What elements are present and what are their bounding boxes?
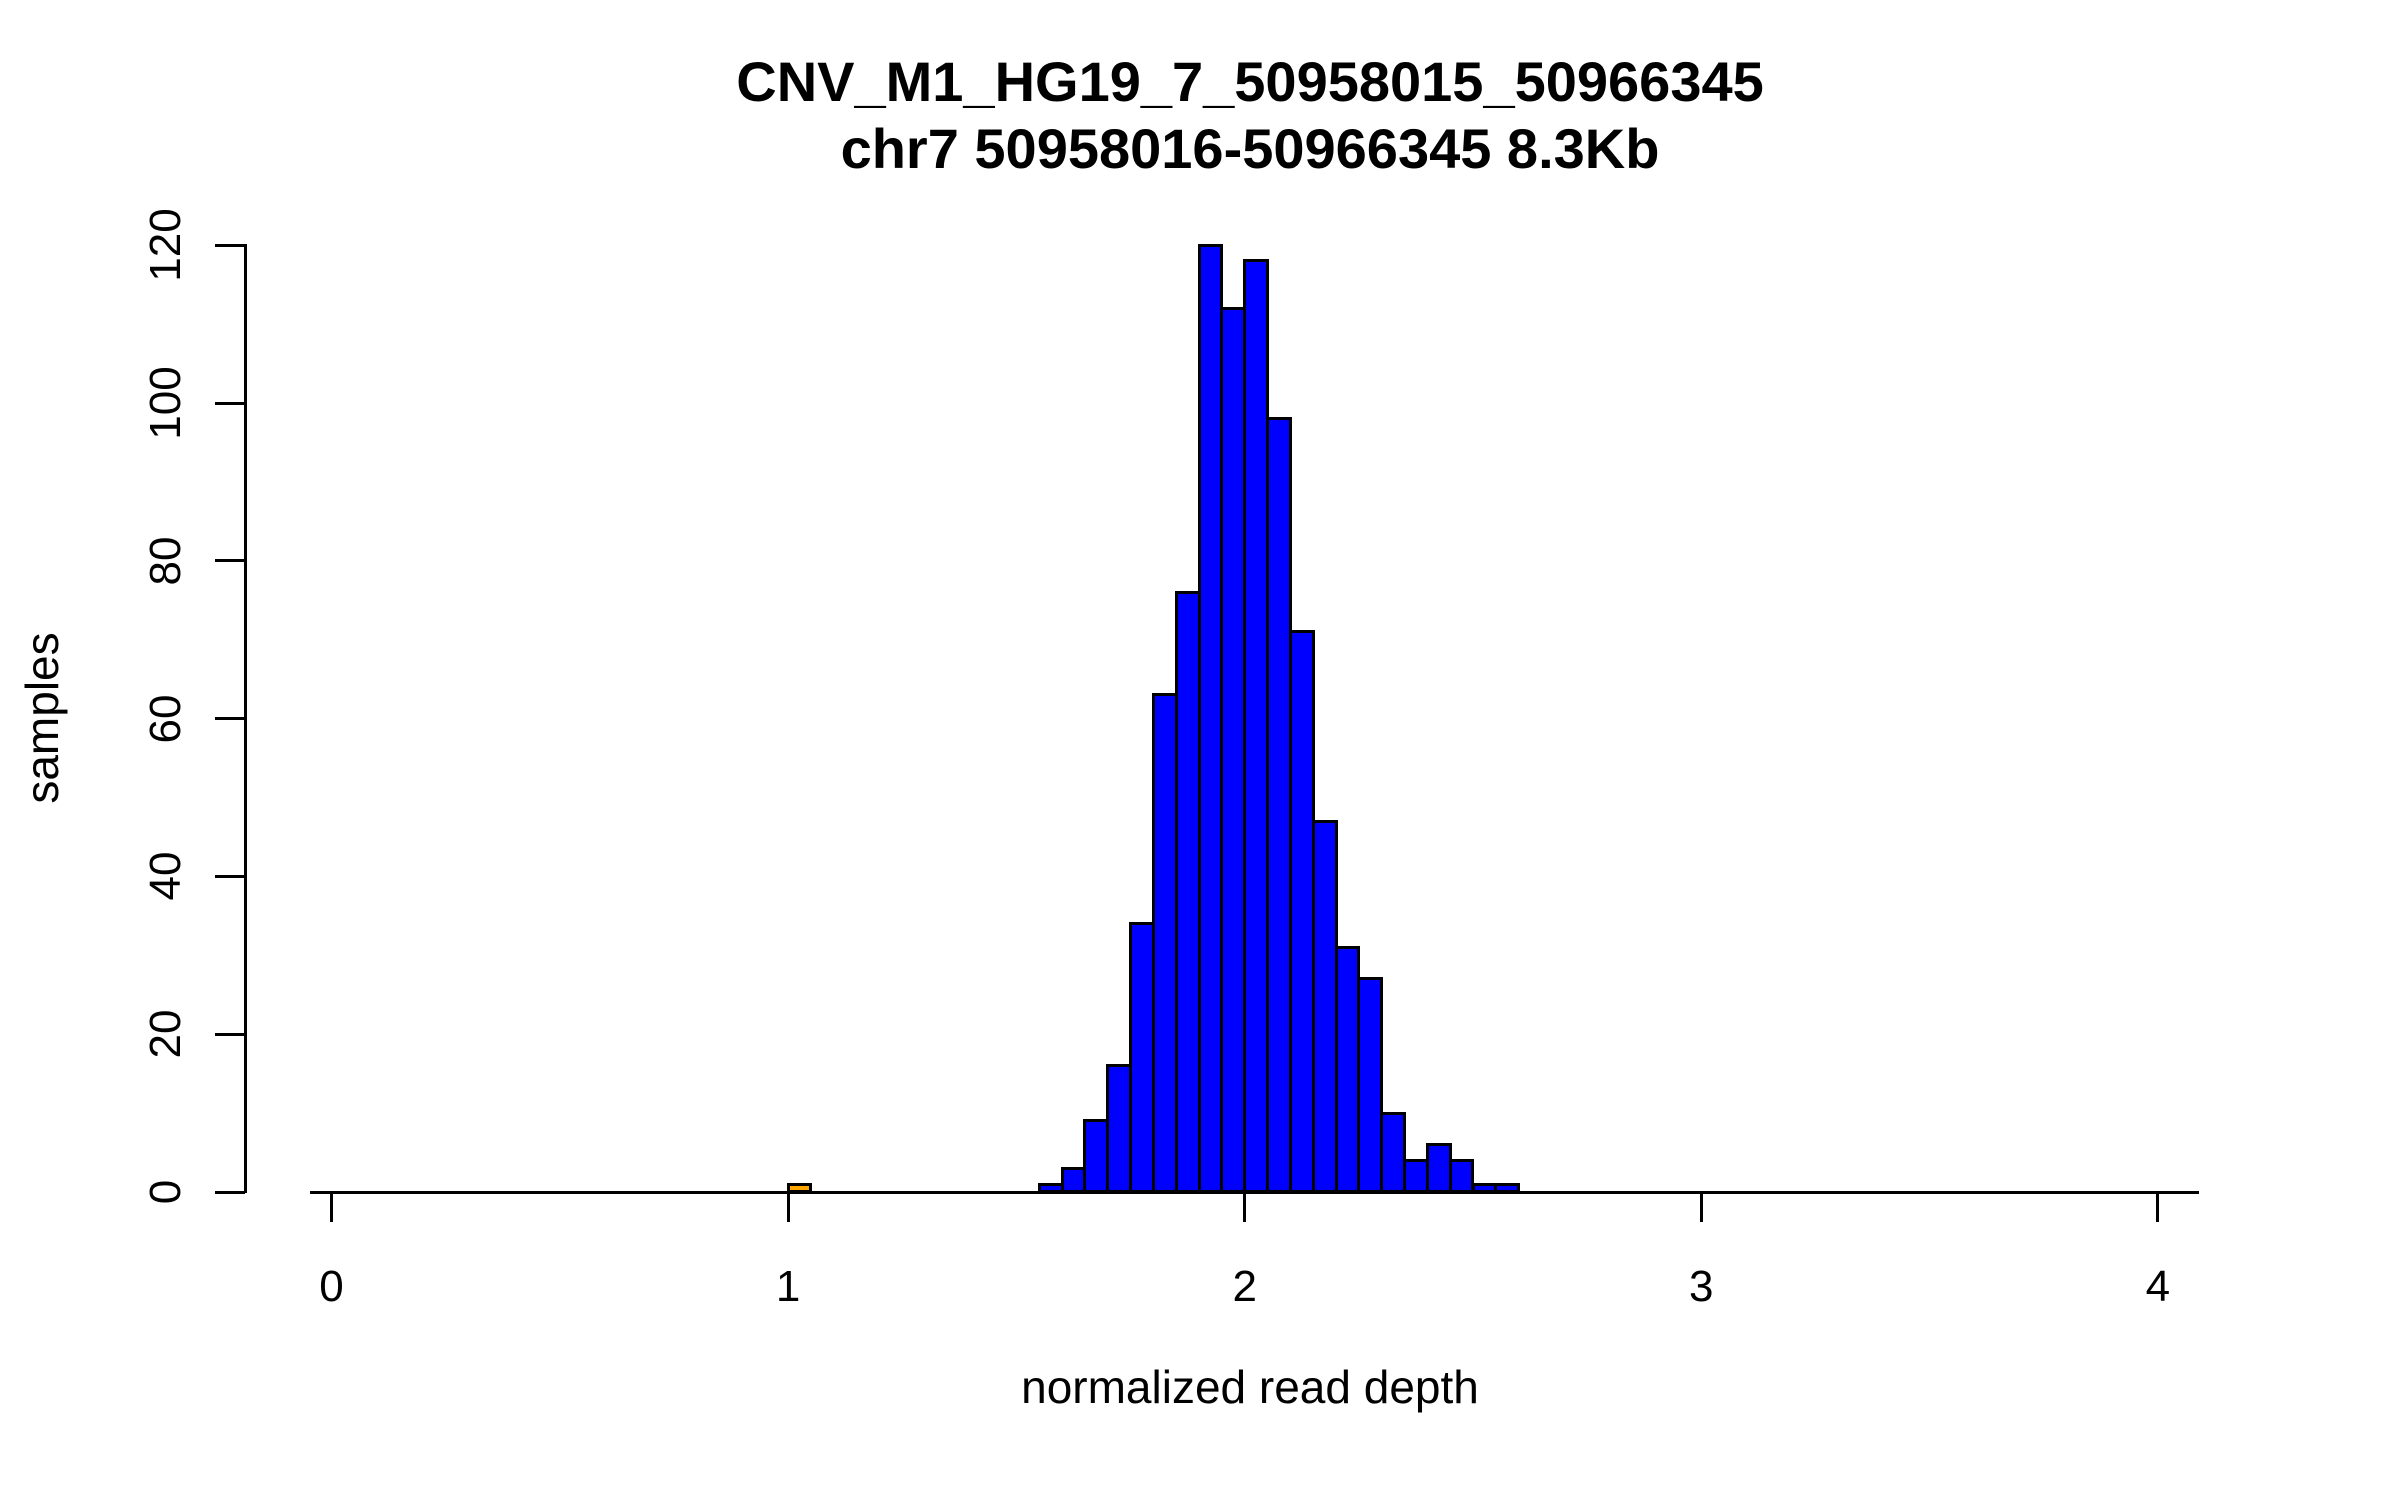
chart-subtitle: chr7 50958016-50966345 8.3Kb bbox=[840, 117, 1660, 180]
y-axis-line bbox=[243, 243, 247, 1194]
y-tick bbox=[215, 1032, 245, 1036]
histogram-bar bbox=[1311, 819, 1338, 1194]
y-tick-label: 0 bbox=[141, 1179, 190, 1205]
x-tick bbox=[2156, 1192, 2160, 1222]
y-tick-label: 60 bbox=[141, 694, 190, 744]
x-tick bbox=[330, 1192, 333, 1222]
x-tick-label: 3 bbox=[1689, 1262, 1714, 1311]
chart-title-block: CNV_M1_HG19_7_50958015_50966345 chr7 509… bbox=[250, 48, 2250, 182]
y-tick bbox=[215, 401, 245, 405]
y-axis-title: samples bbox=[16, 632, 68, 804]
chart-title: CNV_M1_HG19_7_50958015_50966345 bbox=[736, 50, 1764, 113]
x-tick-label: 0 bbox=[319, 1262, 344, 1311]
y-tick bbox=[215, 1190, 245, 1194]
histogram-bar bbox=[1448, 1158, 1475, 1194]
y-tick-label: 120 bbox=[141, 208, 190, 282]
x-tick-label: 4 bbox=[2145, 1262, 2171, 1311]
x-tick bbox=[786, 1192, 790, 1222]
x-tick-label: 2 bbox=[1232, 1262, 1257, 1311]
y-tick bbox=[215, 243, 245, 247]
x-tick bbox=[1699, 1192, 1703, 1222]
y-tick bbox=[215, 717, 245, 721]
histogram-bar bbox=[1494, 1182, 1521, 1194]
histogram-bar bbox=[1380, 1111, 1406, 1194]
x-axis-title: normalized read depth bbox=[1021, 1361, 1479, 1413]
y-tick-label: 40 bbox=[141, 851, 190, 901]
y-tick bbox=[215, 874, 245, 878]
histogram-bar bbox=[1060, 1166, 1087, 1194]
y-tick-label: 20 bbox=[141, 1009, 190, 1059]
y-tick-label: 100 bbox=[141, 366, 190, 440]
x-tick bbox=[1243, 1192, 1247, 1222]
x-tick-label: 1 bbox=[775, 1262, 801, 1311]
y-tick bbox=[215, 559, 245, 563]
histogram-bar bbox=[1357, 977, 1384, 1194]
histogram-bar bbox=[786, 1182, 813, 1194]
y-tick-label: 80 bbox=[141, 536, 190, 586]
